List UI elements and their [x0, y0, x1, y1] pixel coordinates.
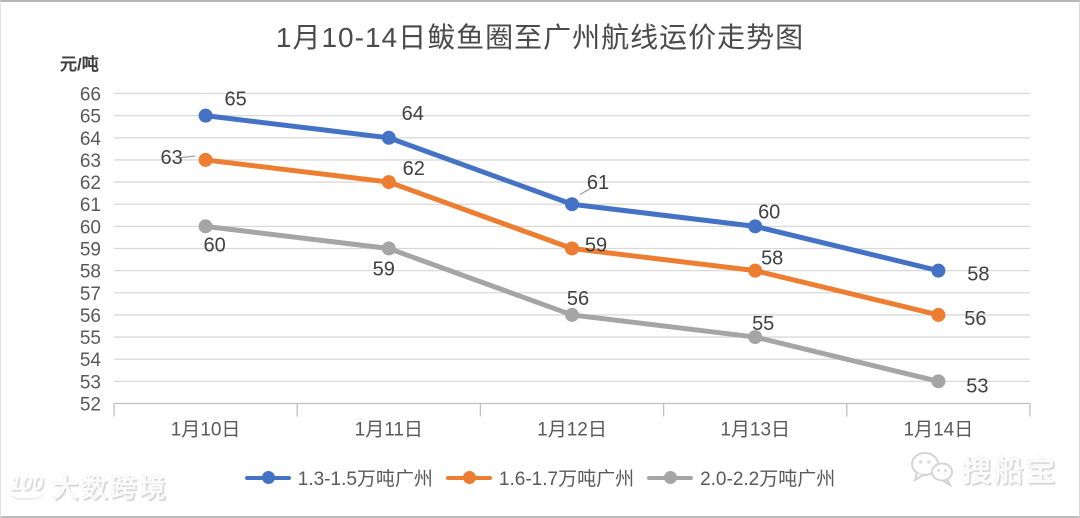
- data-point: [931, 374, 946, 389]
- data-label: 53: [966, 375, 988, 397]
- legend-label: 1.6-1.7万吨广州: [498, 469, 635, 490]
- data-point: [565, 241, 579, 256]
- y-axis-unit-label: 元/吨: [60, 55, 99, 74]
- data-label: 61: [587, 172, 609, 194]
- data-point: [381, 241, 396, 256]
- y-tick-label: 60: [80, 217, 101, 238]
- watermark-left-text: 大数跨境: [52, 473, 169, 503]
- data-point: [198, 108, 213, 123]
- y-tick-label: 61: [80, 195, 101, 216]
- data-point: [198, 219, 213, 234]
- x-tick-label: 1月10日: [171, 420, 241, 441]
- y-tick-label: 53: [80, 372, 101, 393]
- dashukuajing-logo-icon: 100: [8, 473, 46, 500]
- chart-title: 1月10-14日鲅鱼圈至广州航线运价走势图: [275, 22, 805, 53]
- y-tick-label: 63: [80, 151, 101, 172]
- watermark-right-text: 搜船宝: [961, 456, 1058, 488]
- data-label: 58: [761, 248, 783, 270]
- y-tick-label: 56: [80, 306, 101, 327]
- chart-legend: 1.3-1.5万吨广州 1.6-1.7万吨广州 2.0-2.2万吨广州: [0, 464, 1080, 491]
- y-tick-label: 57: [80, 284, 101, 305]
- data-label: 60: [203, 234, 225, 256]
- y-tick-label: 59: [80, 240, 101, 261]
- y-tick-label: 58: [80, 262, 101, 283]
- data-label: 62: [403, 158, 425, 180]
- x-tick-label: 1月13日: [720, 420, 790, 441]
- data-point: [565, 307, 579, 322]
- watermark-dashukuajing: 100 大数跨境: [8, 468, 168, 505]
- y-tick-label: 65: [80, 107, 101, 128]
- y-tick-label: 64: [80, 129, 102, 150]
- data-label: 59: [585, 235, 607, 257]
- legend-item: 1.6-1.7万吨广州: [445, 464, 635, 491]
- data-label-leader: [579, 187, 592, 196]
- data-point: [931, 307, 946, 322]
- x-tick-label: 1月14日: [904, 420, 974, 441]
- data-label: 56: [567, 288, 589, 310]
- data-label: 58: [967, 264, 989, 286]
- data-label-leader: [180, 155, 196, 159]
- y-tick-label: 66: [80, 85, 101, 106]
- data-label: 63: [160, 147, 182, 169]
- legend-line-marker-icon: [244, 470, 291, 485]
- y-tick-label: 52: [80, 395, 101, 416]
- data-point: [198, 152, 213, 167]
- data-point: [381, 130, 396, 145]
- y-tick-label: 62: [80, 173, 101, 194]
- watermark-souchuanbao: 搜船宝: [909, 448, 1058, 490]
- legend-label: 1.3-1.5万吨广州: [297, 469, 433, 490]
- legend-item: 2.0-2.2万吨广州: [647, 464, 835, 491]
- legend-item: 1.3-1.5万吨广州: [244, 464, 433, 491]
- legend-line-marker-icon: [647, 470, 694, 485]
- y-tick-label: 55: [80, 328, 101, 349]
- data-label: 64: [402, 103, 424, 125]
- x-tick-label: 1月11日: [355, 420, 423, 441]
- wechat-bubbles-icon: [909, 449, 955, 489]
- data-point: [748, 263, 763, 278]
- legend-label: 2.0-2.2万吨广州: [700, 469, 836, 490]
- y-tick-label: 54: [80, 350, 102, 371]
- data-label: 65: [224, 89, 246, 111]
- data-point: [748, 219, 763, 234]
- data-point: [931, 263, 946, 278]
- data-point: [381, 175, 396, 190]
- data-label: 59: [373, 259, 395, 281]
- data-point: [565, 197, 579, 212]
- x-tick-label: 1月12日: [537, 420, 607, 441]
- data-point: [748, 330, 763, 345]
- data-label: 60: [758, 201, 780, 223]
- data-label: 55: [752, 313, 774, 335]
- legend-line-marker-icon: [445, 470, 492, 485]
- data-label: 56: [964, 308, 986, 330]
